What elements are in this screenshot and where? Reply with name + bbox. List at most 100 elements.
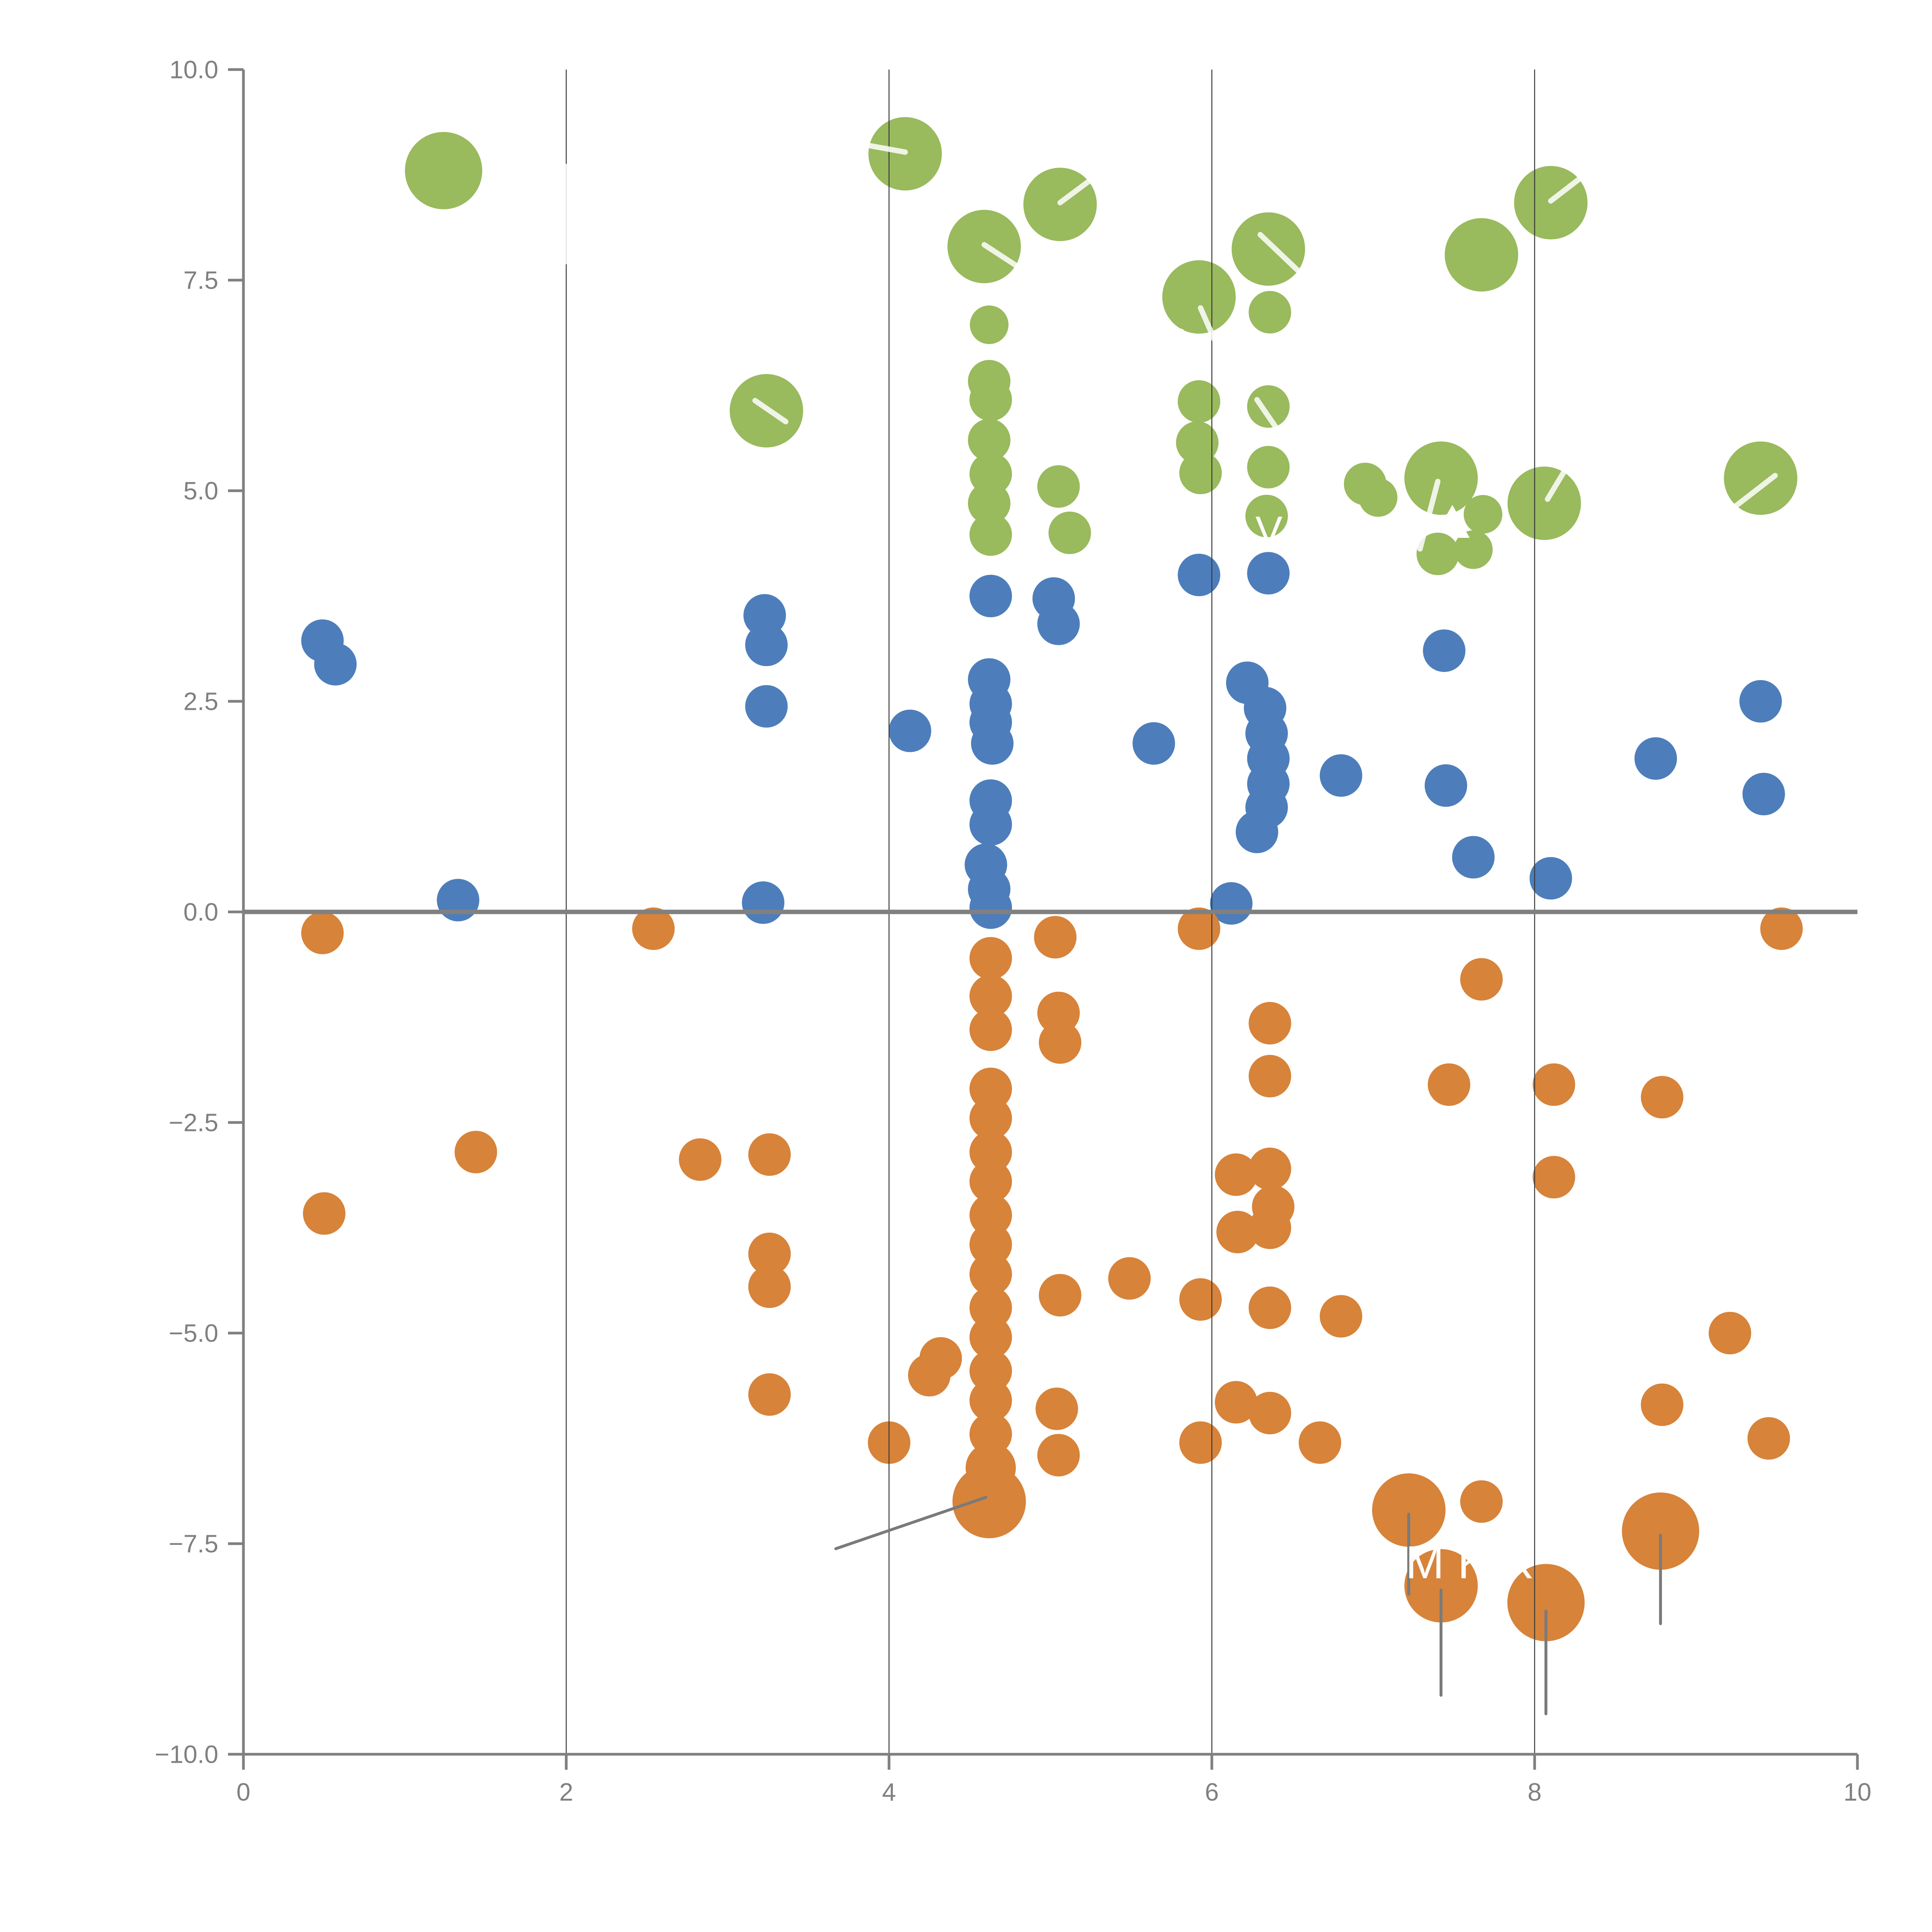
white-letter-fragment (1454, 524, 1470, 538)
data-point-orange (748, 1373, 791, 1416)
data-point-orange (1248, 1286, 1291, 1329)
data-point-green (1507, 466, 1581, 540)
data-point-green (1048, 512, 1091, 554)
data-point-orange (1507, 1564, 1585, 1641)
y-tick-label: −5.0 (169, 1319, 218, 1347)
data-point-orange (969, 1413, 1012, 1456)
white-leader-line (889, 1532, 900, 1553)
data-point-orange (1248, 1055, 1291, 1097)
white-leader-line (1257, 232, 1300, 273)
data-point-orange (1460, 958, 1503, 1001)
data-point-orange (1215, 1381, 1257, 1423)
white-leader-line (1057, 175, 1097, 206)
data-point-orange (748, 1133, 791, 1176)
white-leader-line (752, 398, 789, 425)
data-point-orange (969, 1253, 1012, 1296)
data-point-green (1464, 495, 1502, 534)
x-tick-label: 0 (236, 1778, 250, 1806)
data-point-orange (1248, 1002, 1291, 1044)
data-point-green (968, 419, 1010, 461)
white-leader-line (1729, 473, 1778, 512)
data-point-blue (1452, 836, 1495, 879)
y-tick-label: 0.0 (184, 898, 218, 926)
y-tick-label: 7.5 (184, 266, 218, 294)
bubble-layer (301, 117, 1803, 1641)
white-annotation-label: a (1167, 314, 1189, 359)
white-annotation-label: V (1255, 509, 1282, 554)
white-leader-line (1548, 169, 1591, 204)
white-leader-line (1197, 305, 1221, 351)
data-point-blue (1739, 680, 1782, 723)
axes-layer: 10.0 7.5 5.0 2.5 0.0 −2.5 −5.0 −7.5 −10.0 0 2 4 6 8 10 (155, 56, 1872, 1806)
data-point-blue (1529, 857, 1572, 900)
data-point-orange (919, 1337, 962, 1380)
data-point-orange (969, 1068, 1012, 1110)
data-point-orange (1460, 1480, 1503, 1523)
data-point-orange (1532, 1156, 1575, 1199)
data-point-blue (969, 886, 1012, 929)
x-tick-label: 2 (559, 1778, 573, 1806)
y-tick-label: 10.0 (169, 56, 218, 84)
data-point-green (1231, 212, 1305, 286)
data-point-green (1724, 441, 1798, 515)
data-point-green (969, 378, 1012, 421)
data-point-orange (1248, 1206, 1291, 1249)
data-point-orange (748, 1233, 791, 1275)
data-point-green (1162, 260, 1236, 334)
data-point-orange (969, 1131, 1012, 1173)
data-point-orange (1428, 1063, 1470, 1106)
data-point-orange (1037, 1434, 1080, 1476)
y-tick-label: 5.0 (184, 477, 218, 505)
white-leader-line (1254, 397, 1284, 438)
y-tick-label: −7.5 (169, 1530, 218, 1558)
data-point-orange (748, 1265, 791, 1308)
data-point-green (1247, 385, 1290, 428)
data-point-orange (1034, 916, 1077, 959)
data-point-orange (1372, 1473, 1446, 1547)
data-point-green (1248, 291, 1291, 333)
white-leader-line (1545, 467, 1568, 502)
data-point-orange (952, 1465, 1026, 1538)
data-point-blue (1236, 811, 1278, 853)
data-point-orange (969, 1350, 1012, 1392)
data-point-orange (1641, 1383, 1684, 1426)
data-point-green (1445, 218, 1518, 292)
data-point-blue (969, 803, 1012, 846)
data-point-orange (969, 1097, 1012, 1139)
data-point-orange (969, 1379, 1012, 1422)
data-point-orange (1216, 1211, 1259, 1253)
y-tick-label: 2.5 (184, 687, 218, 716)
data-point-blue (1037, 602, 1080, 645)
y-tick-label: −2.5 (169, 1109, 218, 1137)
data-point-orange (679, 1138, 721, 1181)
data-point-orange (1622, 1492, 1699, 1570)
x-tick-label: 6 (1205, 1778, 1219, 1806)
data-point-orange (303, 1192, 345, 1235)
data-point-orange (969, 937, 1012, 980)
data-point-blue (1425, 764, 1467, 807)
data-point-orange (1299, 1421, 1341, 1464)
data-point-blue (971, 722, 1014, 765)
data-point-orange (1179, 1421, 1222, 1464)
data-point-orange (969, 975, 1012, 1017)
data-point-orange (1039, 1274, 1082, 1316)
x-tick-label: 8 (1528, 1778, 1542, 1806)
x-tick-label: 4 (882, 1778, 896, 1806)
data-point-green (1178, 380, 1220, 423)
data-point-blue (1133, 722, 1175, 765)
data-point-blue (969, 575, 1012, 617)
data-point-blue (745, 624, 788, 666)
data-point-green (1359, 478, 1398, 517)
data-point-orange (1641, 1076, 1684, 1119)
data-point-green (1417, 532, 1459, 575)
data-point-orange (969, 1194, 1012, 1236)
data-point-blue (314, 643, 357, 685)
data-point-blue (745, 685, 788, 728)
data-point-orange (632, 907, 675, 950)
data-point-orange (1108, 1257, 1151, 1300)
data-point-blue (1320, 754, 1362, 797)
data-point-blue (1247, 552, 1290, 595)
data-point-green (1037, 465, 1080, 508)
